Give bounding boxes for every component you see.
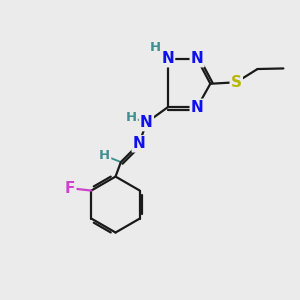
Text: N: N bbox=[133, 136, 146, 151]
Text: N: N bbox=[191, 100, 203, 115]
Text: N: N bbox=[191, 51, 203, 66]
Text: F: F bbox=[65, 181, 75, 196]
Text: H: H bbox=[126, 111, 137, 124]
Text: N: N bbox=[140, 115, 153, 130]
Text: H: H bbox=[150, 41, 161, 54]
Text: N: N bbox=[161, 51, 174, 66]
Text: S: S bbox=[231, 75, 242, 90]
Text: H: H bbox=[99, 149, 110, 162]
